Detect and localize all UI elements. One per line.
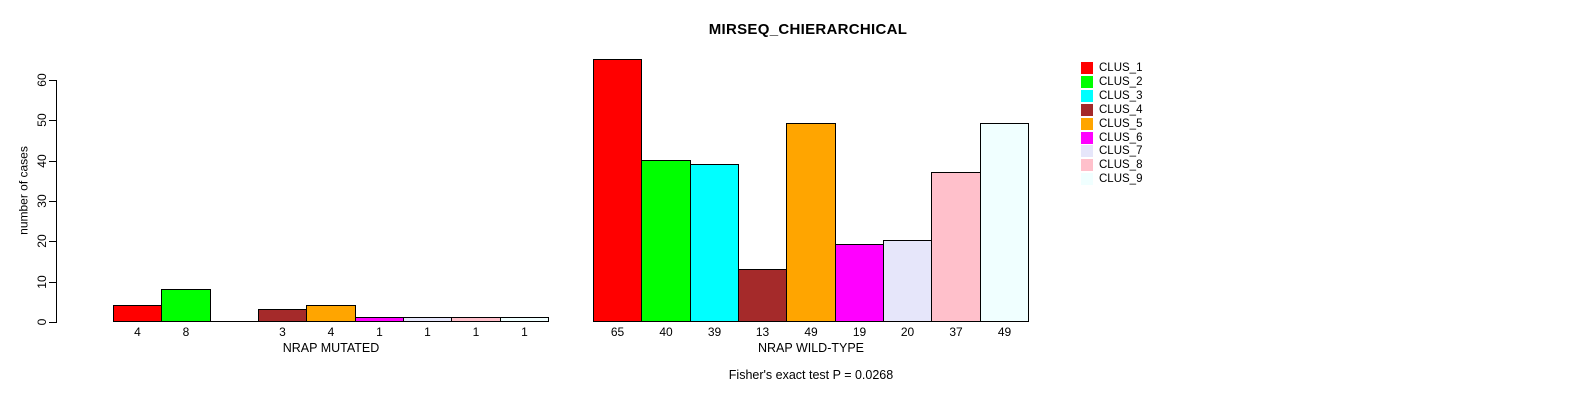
bar-nrap-mutated-clus-8 — [451, 317, 501, 322]
bar-value-label: 4 — [134, 325, 141, 339]
bar-value-label: 1 — [376, 325, 383, 339]
legend-label: CLUS_5 — [1099, 118, 1143, 130]
bar-nrap-mutated-clus-5 — [306, 305, 356, 322]
y-axis-tick-label: 10 — [35, 275, 49, 289]
bar-nrap-wild-type-clus-6 — [835, 244, 884, 322]
bar-value-label: 1 — [472, 325, 480, 339]
legend-swatch-clus_1 — [1081, 62, 1093, 74]
legend-label: CLUS_9 — [1099, 173, 1143, 185]
legend-swatch-clus_6 — [1081, 132, 1093, 144]
y-axis-tick — [49, 322, 57, 323]
y-axis-tick-label: 60 — [35, 73, 49, 87]
legend-swatch-clus_2 — [1081, 76, 1093, 88]
bar-value-label: 49 — [997, 325, 1012, 339]
bar-nrap-wild-type-clus-9 — [980, 123, 1029, 322]
legend-swatch-clus_3 — [1081, 90, 1093, 102]
bar-nrap-wild-type-clus-2 — [641, 160, 691, 322]
y-axis-tick-label: 50 — [35, 113, 49, 127]
bar-nrap-wild-type-clus-5 — [786, 123, 836, 322]
legend-swatch-clus_4 — [1081, 104, 1093, 116]
legend-label: CLUS_3 — [1099, 90, 1143, 102]
bar-value-label: 20 — [900, 325, 915, 339]
bar-nrap-mutated-clus-6 — [355, 317, 404, 322]
legend-label: CLUS_7 — [1099, 145, 1143, 157]
legend-label: CLUS_8 — [1099, 159, 1143, 171]
y-axis-tick-label: 30 — [35, 194, 49, 208]
y-axis-tick — [49, 201, 57, 202]
bar-nrap-mutated-clus-1 — [113, 305, 162, 322]
bar-nrap-mutated-clus-2 — [161, 289, 211, 322]
bar-nrap-wild-type-clus-1 — [593, 59, 642, 322]
fisher-test-annotation: Fisher's exact test P = 0.0268 — [728, 368, 894, 382]
bar-value-label: 1 — [521, 325, 528, 339]
y-axis-tick-label: 0 — [35, 318, 49, 326]
y-axis-tick — [49, 161, 57, 162]
y-axis-tick — [49, 282, 57, 283]
legend-swatch-clus_7 — [1081, 145, 1093, 157]
bar-value-label: 8 — [182, 325, 190, 339]
bar-nrap-mutated-clus-3-zero — [210, 321, 259, 322]
bar-nrap-mutated-clus-7 — [403, 317, 452, 322]
y-axis-title: number of cases — [16, 146, 31, 235]
bar-value-label: 4 — [327, 325, 335, 339]
y-axis-tick-label: 40 — [35, 154, 49, 168]
bar-value-label: 37 — [949, 325, 963, 339]
bar-value-label: 1 — [424, 325, 431, 339]
legend-swatch-clus_5 — [1081, 118, 1093, 130]
legend-label: CLUS_4 — [1099, 104, 1143, 116]
y-axis-tick — [49, 120, 57, 121]
bar-value-label: 13 — [755, 325, 770, 339]
legend-label: CLUS_6 — [1099, 132, 1143, 144]
y-axis-tick — [49, 80, 57, 81]
bar-value-label: 3 — [279, 325, 286, 339]
bar-nrap-wild-type-clus-4 — [738, 269, 787, 322]
y-axis-tick-label: 20 — [35, 234, 49, 248]
x-axis-title-mutated: NRAP MUTATED — [282, 341, 380, 355]
chart-title: MIRSEQ_CHIERARCHICAL — [708, 21, 908, 38]
bar-nrap-wild-type-clus-7 — [883, 240, 932, 322]
bar-nrap-mutated-clus-9 — [500, 317, 549, 322]
bar-value-label: 65 — [610, 325, 625, 339]
legend-swatch-clus_8 — [1081, 159, 1093, 171]
bar-value-label: 39 — [707, 325, 722, 339]
x-axis-title-wildtype: NRAP WILD-TYPE — [757, 341, 865, 355]
bar-nrap-mutated-clus-4 — [258, 309, 307, 322]
bar-value-label: 49 — [804, 325, 818, 339]
legend-label: CLUS_1 — [1099, 62, 1143, 74]
bar-value-label: 40 — [659, 325, 673, 339]
bar-nrap-wild-type-clus-3 — [690, 164, 739, 322]
legend-swatch-clus_9 — [1081, 173, 1093, 185]
bar-value-label: 19 — [852, 325, 867, 339]
y-axis-tick — [49, 241, 57, 242]
legend-label: CLUS_2 — [1099, 76, 1143, 88]
bar-nrap-wild-type-clus-8 — [931, 172, 981, 322]
